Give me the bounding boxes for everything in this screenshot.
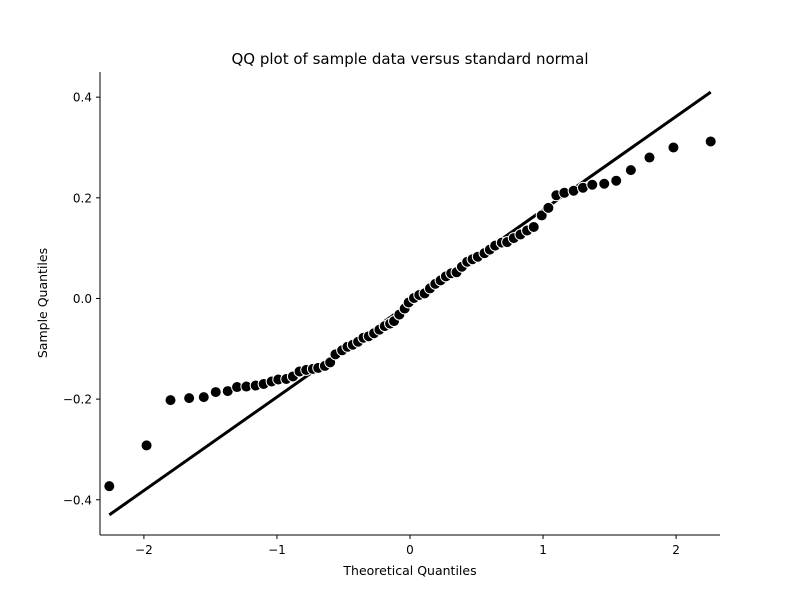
data-point: [643, 151, 656, 164]
x-tick-label: −1: [268, 543, 286, 557]
data-point: [535, 209, 548, 222]
y-tick-label: −0.4: [63, 493, 92, 507]
data-point: [209, 386, 222, 399]
data-point: [598, 177, 611, 190]
x-tick-label: 2: [672, 543, 680, 557]
axes: −2 −1 0 1 2 −0.4 −0.2 0.0 0.2 0.4: [63, 72, 720, 557]
data-point: [197, 391, 210, 404]
plot-marks: [103, 90, 717, 517]
y-tick-label: 0.0: [73, 292, 92, 306]
chart-title: QQ plot of sample data versus standard n…: [231, 50, 588, 68]
y-tick-label: −0.2: [63, 393, 92, 407]
y-tick-label: 0.4: [73, 91, 92, 105]
data-point: [542, 201, 555, 214]
data-point: [586, 178, 599, 191]
y-axis-title: Sample Quantiles: [35, 248, 50, 358]
data-point: [610, 174, 623, 187]
data-point: [140, 439, 153, 452]
data-point: [667, 141, 680, 154]
data-point: [183, 392, 196, 405]
data-point: [527, 221, 540, 234]
data-point: [103, 480, 116, 493]
x-axis-title: Theoretical Quantiles: [342, 563, 476, 578]
x-tick-label: 1: [539, 543, 547, 557]
data-point: [624, 164, 637, 177]
data-point: [164, 394, 177, 407]
x-tick-label: −2: [135, 543, 153, 557]
x-tick-label: 0: [406, 543, 414, 557]
data-point: [704, 135, 717, 148]
y-tick-label: 0.2: [73, 191, 92, 205]
